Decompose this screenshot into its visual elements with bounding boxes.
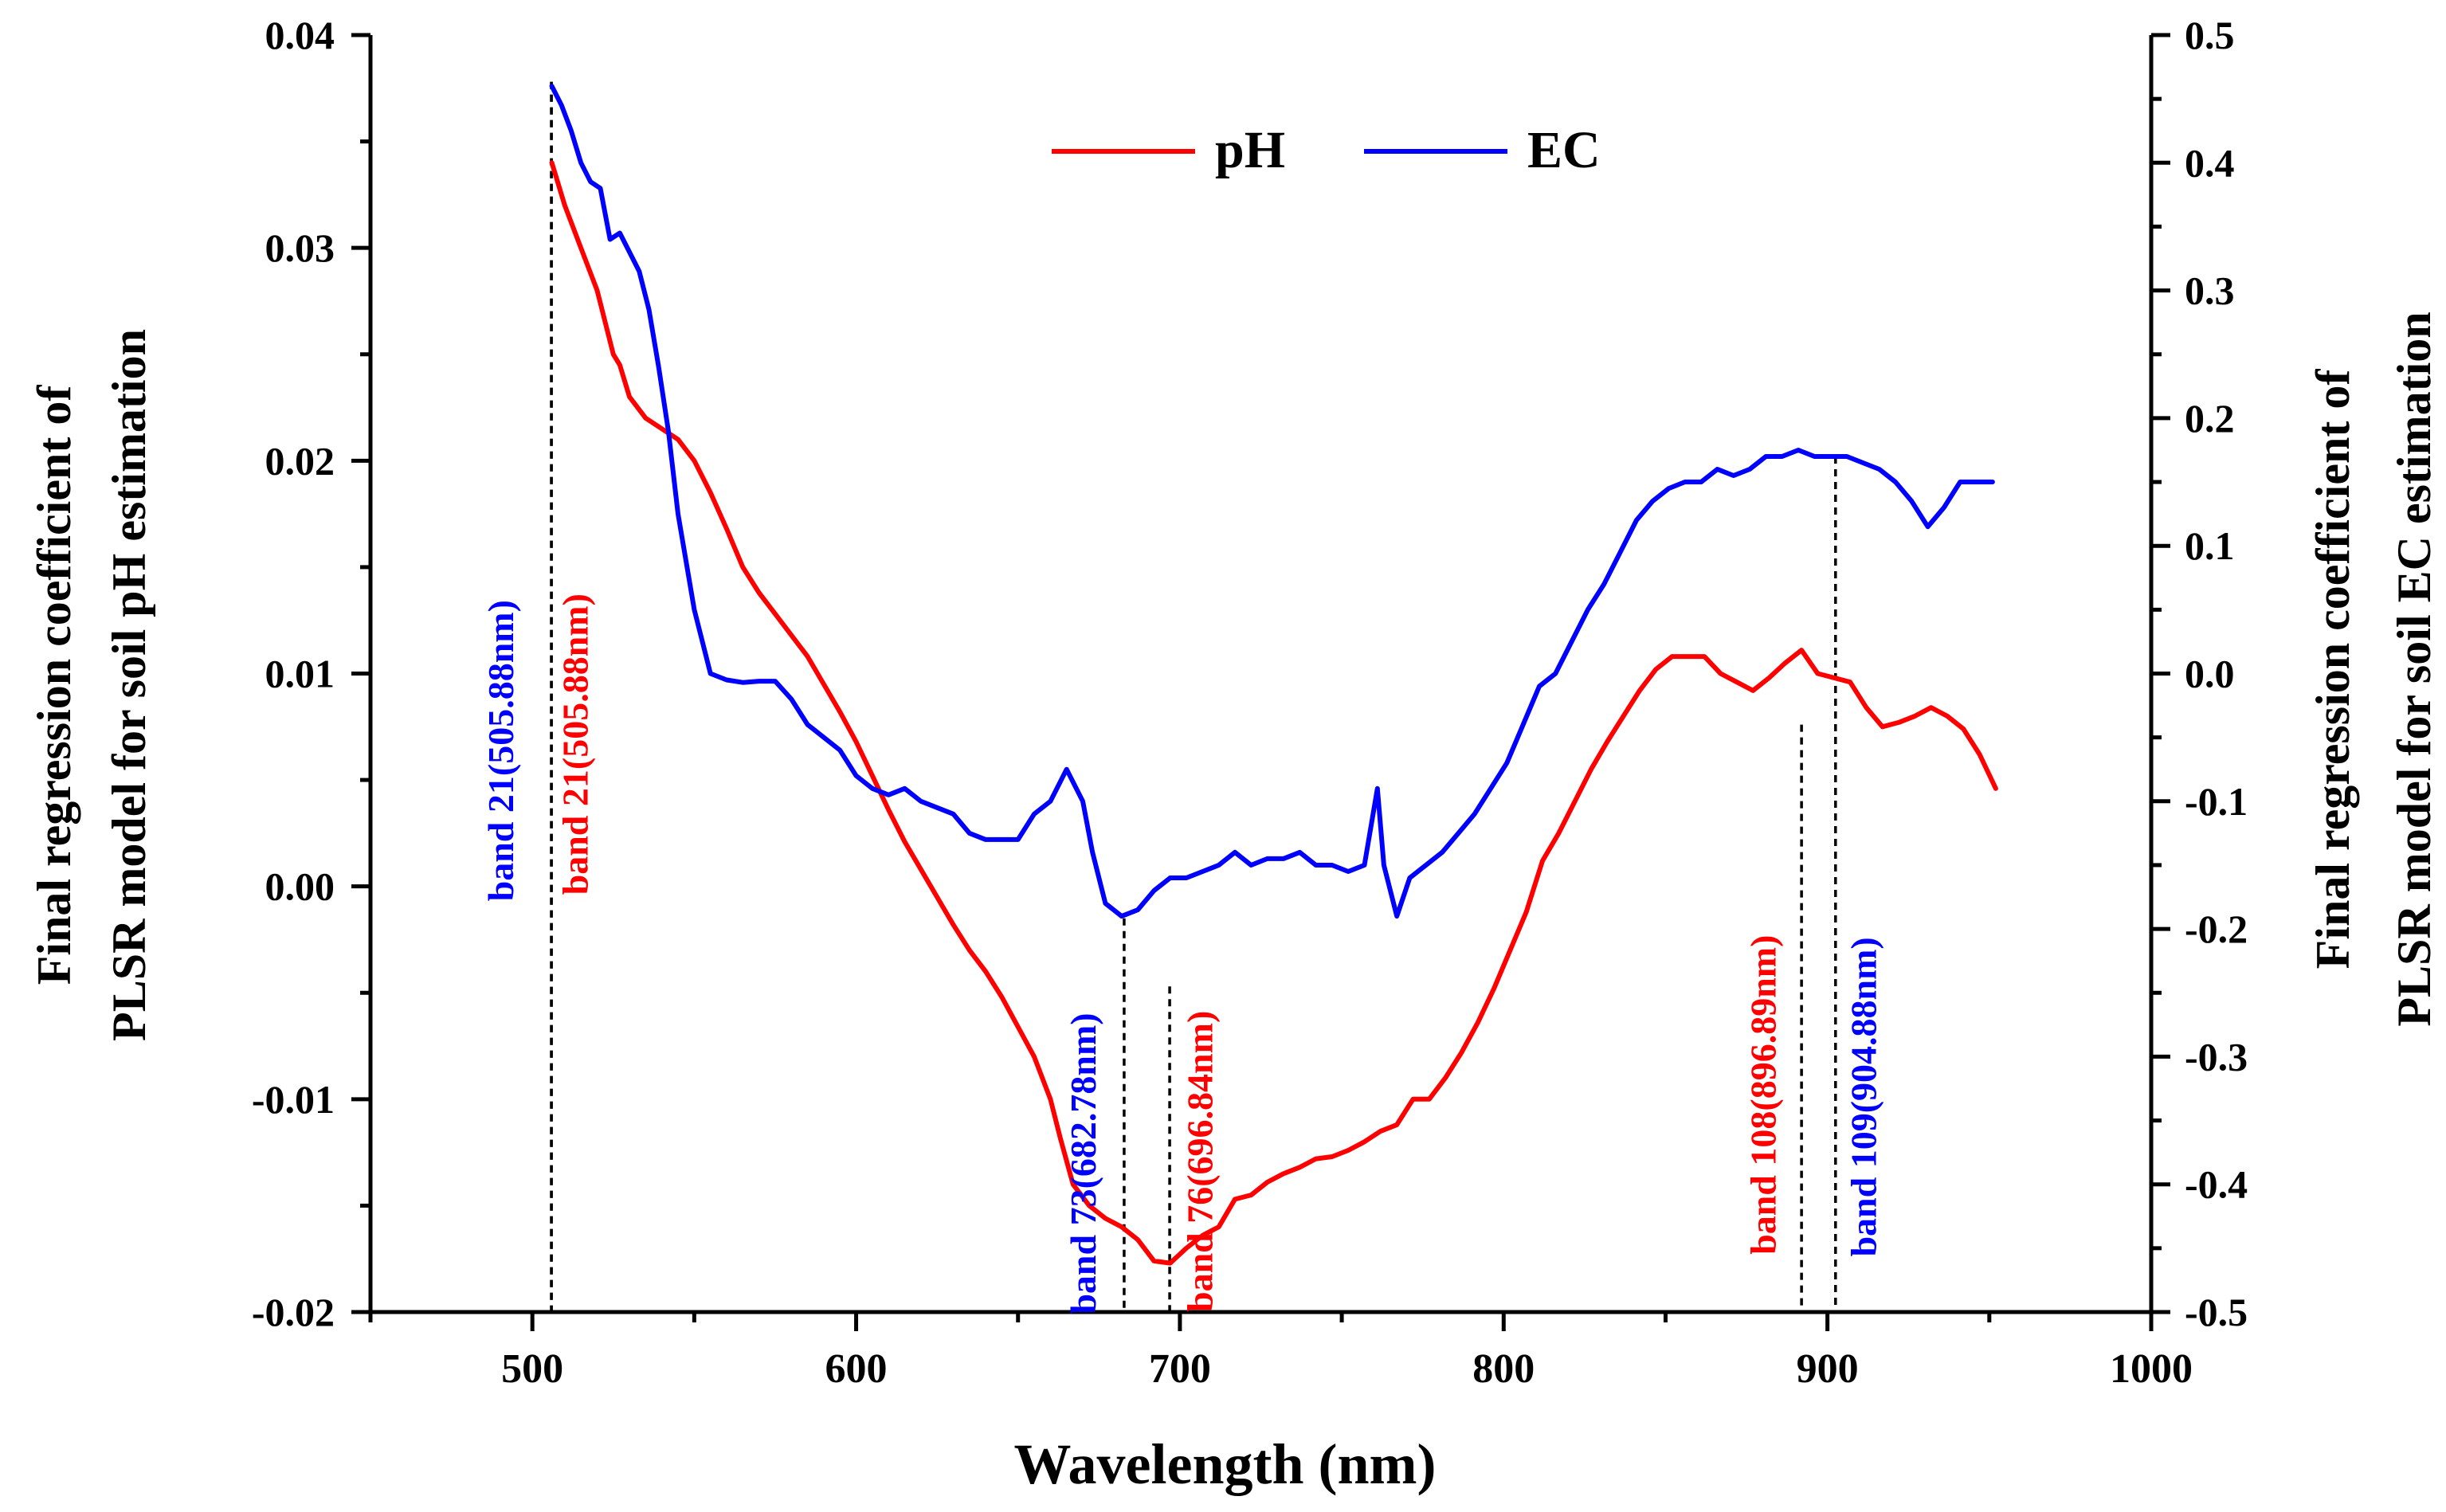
y-left-tick-label: 0.04	[265, 13, 335, 57]
y-right-tick-label: -0.2	[2185, 907, 2248, 951]
band-annotation-label: band 21(505.88nm)	[555, 593, 595, 895]
y-left-tick-label: -0.01	[252, 1077, 335, 1122]
band-annotation-label: band 76(696.84nm)	[1180, 1011, 1221, 1312]
y-right-tick-label: 0.0	[2185, 652, 2235, 696]
y-right-axis-title-line1: Final regression coefficient of	[2307, 369, 2359, 969]
band-annotation-label: band 73(682.78nm)	[1063, 1013, 1103, 1314]
y-right-tick-label: -0.3	[2185, 1034, 2248, 1079]
x-tick-label: 600	[825, 1346, 888, 1392]
x-tick-label: 1000	[2110, 1346, 2193, 1392]
y-left-tick-label: 0.01	[265, 652, 335, 696]
x-tick-label: 900	[1797, 1346, 1859, 1392]
axes-group: 500 600 700 800 900 1000 -0.02 -0.01 0.00 0.01 0.0…	[252, 13, 2248, 1392]
band-annotation-label: band 21(505.88nm)	[480, 600, 521, 901]
y-right-tick-label: -0.5	[2185, 1290, 2248, 1334]
band-annotation-label: band 108(896.89nm)	[1743, 935, 1784, 1255]
band-guide-lines	[550, 81, 1837, 1312]
y-left-axis-title-line2: PLSR model for soil pH estimation	[103, 329, 155, 1041]
y-left-axis-title-line1: Final regression coefficient of	[28, 385, 80, 985]
legend: pH EC	[1052, 121, 1601, 179]
y-right-tick-label: -0.4	[2185, 1162, 2248, 1207]
x-axis-title: Wavelength (nm)	[1014, 1432, 1437, 1496]
y-right-tick-label: 0.2	[2185, 396, 2235, 441]
y-right-tick-label: 0.1	[2185, 523, 2235, 568]
x-tick-label: 700	[1149, 1346, 1211, 1392]
series-group	[549, 84, 1998, 1266]
series-line-ph	[549, 160, 1998, 1266]
y-right-tick-label: 0.5	[2185, 13, 2235, 57]
x-tick-label: 800	[1472, 1346, 1535, 1392]
y-right-tick-label: 0.4	[2185, 140, 2235, 185]
axis-titles: Wavelength (nm) Final regression coeffici…	[28, 311, 2440, 1496]
legend-label-ph: pH	[1215, 121, 1285, 179]
y-left-tick-label: 0.00	[265, 864, 335, 909]
y-right-tick-label: -0.1	[2185, 779, 2248, 824]
legend-label-ec: EC	[1527, 121, 1601, 179]
x-tick-label: 500	[501, 1346, 563, 1392]
band-annotations: band 21(505.88nm) band 21(505.88nm) band 7…	[480, 593, 1884, 1314]
band-annotation-label: band 109(904.88nm)	[1844, 937, 1884, 1256]
y-left-tick-label: 0.03	[265, 225, 335, 270]
y-left-tick-label: -0.02	[252, 1290, 335, 1334]
y-right-tick-label: 0.3	[2185, 268, 2235, 313]
series-line-ec	[549, 84, 1995, 919]
y-left-tick-label: 0.02	[265, 438, 335, 483]
y-right-axis-title-line2: PLSR model for soil EC estimation	[2388, 311, 2440, 1026]
